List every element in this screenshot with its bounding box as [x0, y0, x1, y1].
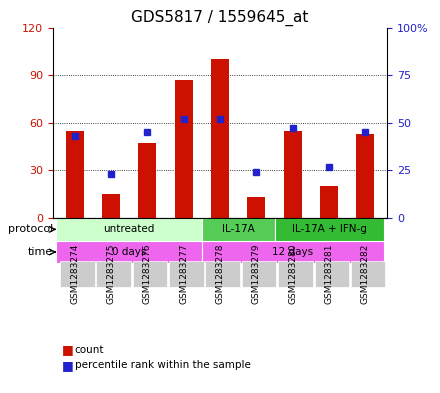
FancyBboxPatch shape: [56, 218, 202, 241]
FancyBboxPatch shape: [169, 261, 204, 287]
Text: ■: ■: [62, 343, 73, 356]
Text: percentile rank within the sample: percentile rank within the sample: [75, 360, 251, 371]
Bar: [247, 197, 265, 218]
Title: GDS5817 / 1559645_at: GDS5817 / 1559645_at: [131, 10, 309, 26]
FancyBboxPatch shape: [56, 241, 202, 263]
FancyBboxPatch shape: [242, 261, 276, 287]
FancyBboxPatch shape: [202, 241, 384, 263]
FancyBboxPatch shape: [351, 261, 385, 287]
Text: untreated: untreated: [103, 224, 155, 234]
Text: GSM1283278: GSM1283278: [216, 244, 224, 304]
Text: protocol: protocol: [7, 224, 53, 234]
Text: count: count: [75, 345, 104, 355]
FancyBboxPatch shape: [133, 261, 167, 287]
Text: GSM1283280: GSM1283280: [288, 244, 297, 304]
Bar: [356, 134, 374, 218]
Bar: [138, 143, 156, 218]
Text: GSM1283279: GSM1283279: [252, 244, 261, 304]
Text: IL-17A + IFN-g: IL-17A + IFN-g: [292, 224, 367, 234]
FancyBboxPatch shape: [60, 261, 95, 287]
Text: GSM1283277: GSM1283277: [179, 244, 188, 304]
FancyBboxPatch shape: [278, 261, 313, 287]
Text: GSM1283276: GSM1283276: [143, 244, 152, 304]
FancyBboxPatch shape: [202, 218, 275, 241]
Text: GSM1283274: GSM1283274: [70, 244, 79, 304]
Text: IL-17A: IL-17A: [222, 224, 255, 234]
FancyBboxPatch shape: [205, 261, 240, 287]
FancyBboxPatch shape: [275, 218, 384, 241]
Text: ■: ■: [62, 359, 73, 372]
Bar: [284, 131, 302, 218]
FancyBboxPatch shape: [96, 261, 131, 287]
Text: 0 days: 0 days: [112, 247, 147, 257]
Text: time: time: [28, 247, 53, 257]
Text: 12 days: 12 days: [272, 247, 313, 257]
Bar: [320, 186, 338, 218]
Text: GSM1283281: GSM1283281: [325, 244, 334, 304]
FancyBboxPatch shape: [315, 261, 349, 287]
Bar: [66, 131, 84, 218]
Text: GSM1283282: GSM1283282: [361, 244, 370, 304]
Bar: [102, 194, 120, 218]
Bar: [211, 59, 229, 218]
Bar: [175, 80, 193, 218]
Text: GSM1283275: GSM1283275: [106, 244, 115, 304]
